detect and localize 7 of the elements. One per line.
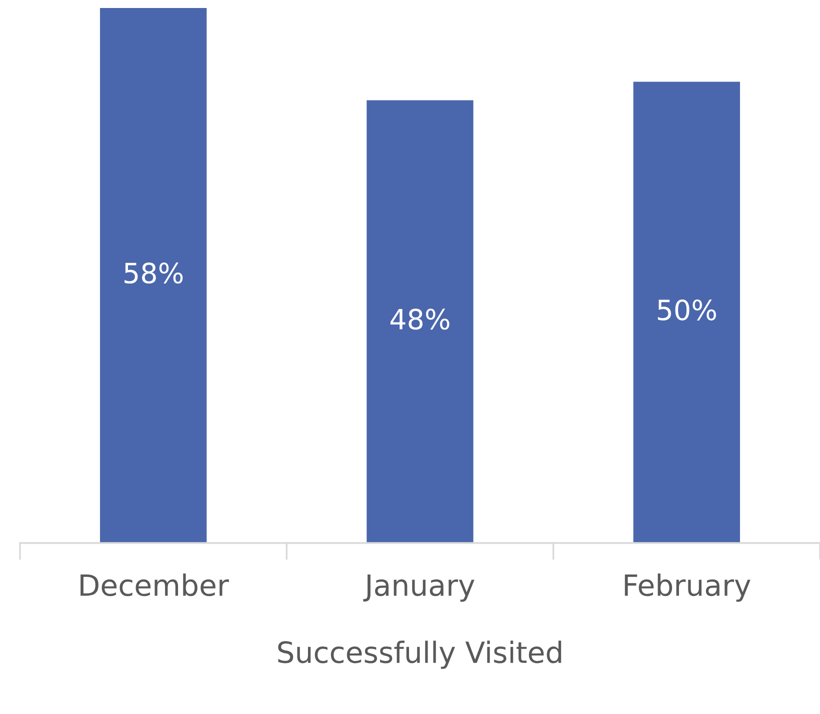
x-tick-label: February [624,574,750,602]
data-label: 58% [124,262,183,284]
x-axis-title: Successfully Visited [278,640,562,669]
data-label: 48% [390,308,450,330]
data-label: 50% [658,299,716,320]
x-tick-label: December [80,574,229,596]
x-tick-label: January [363,574,474,602]
